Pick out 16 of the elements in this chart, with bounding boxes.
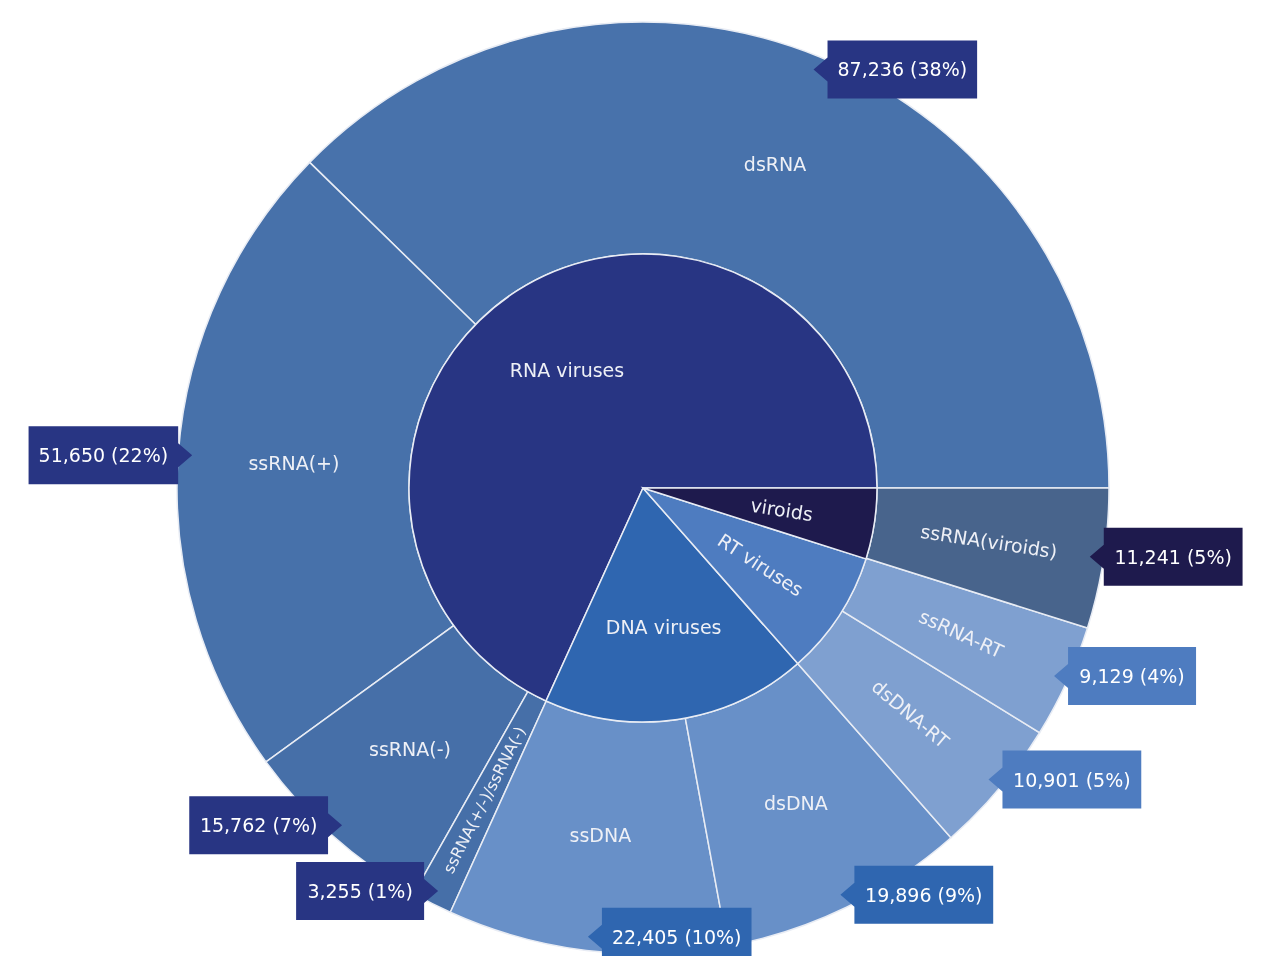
- data-label: 87,236 (38%): [837, 58, 968, 81]
- data-label: 9,129 (4%): [1079, 665, 1185, 688]
- slice-label: DNA viruses: [605, 615, 722, 638]
- slice-label: dsDNA: [763, 791, 828, 814]
- data-label: 19,896 (9%): [865, 883, 983, 906]
- data-label: 15,762 (7%): [199, 814, 318, 837]
- data-label: 11,241 (5%): [1114, 545, 1232, 568]
- data-label: 3,255 (1%): [307, 879, 413, 902]
- data-label: 22,405 (10%): [611, 925, 742, 948]
- slice-label: viroids: [749, 493, 815, 526]
- slice-label: ssRNA(+): [248, 451, 340, 474]
- slice-label: RNA viruses: [509, 358, 625, 381]
- data-label: 51,650 (22%): [38, 444, 169, 467]
- data-label: 10,901 (5%): [1013, 768, 1131, 791]
- slice-label: ssDNA: [569, 824, 632, 847]
- slice-label: dsRNA: [743, 152, 807, 175]
